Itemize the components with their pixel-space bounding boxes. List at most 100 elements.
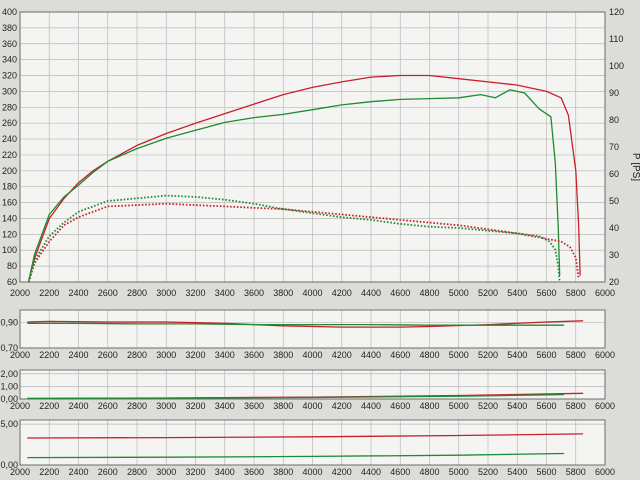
panel3-ytick-label: 0,00	[0, 460, 18, 470]
main-xtick-label: 5000	[449, 288, 469, 298]
panel1-xtick-label: 5000	[449, 350, 469, 360]
panel3-xtick-label: 2400	[68, 467, 88, 477]
main-xtick-label: 5200	[478, 288, 498, 298]
main-xtick-label: 3200	[185, 288, 205, 298]
main-series-0-red-solid	[28, 74, 581, 281]
main-y2tick-label: 30	[609, 250, 619, 260]
main-y2tick-label: 120	[609, 7, 624, 17]
panel3-series-1-green-solid	[27, 452, 565, 459]
main-y2tick-label: 50	[609, 196, 619, 206]
panel3-frame	[19, 419, 606, 466]
panel2-xtick-label: 5200	[478, 401, 498, 411]
panel2-xtick-label: 4800	[419, 401, 439, 411]
panel2-xtick-label: 5600	[536, 401, 556, 411]
panel3-ytick-label: 5,00	[0, 419, 18, 429]
panel1-xtick-label: 4600	[390, 350, 410, 360]
main-xtick-label: 4000	[302, 288, 322, 298]
panel1-ytick-label: 0,70	[0, 343, 18, 353]
panel2-ytick-label: 1,00	[0, 381, 18, 391]
panel3-xtick-label: 6000	[595, 467, 615, 477]
panel1-xtick-label: 2000	[10, 350, 30, 360]
main-frame	[19, 11, 606, 283]
panel3-xtick-label: 2200	[39, 467, 59, 477]
panel1-xtick-label: 2400	[68, 350, 88, 360]
main-xtick-label: 2200	[39, 288, 59, 298]
panel3-xtick-label: 2600	[98, 467, 118, 477]
main-y2tick-label: 110	[609, 34, 623, 44]
panel2-xtick-label: 4600	[390, 401, 410, 411]
panel1-xtick-label: 3400	[215, 350, 235, 360]
panel2-xtick-label: 3400	[215, 401, 235, 411]
panel1-xtick-label: 5600	[536, 350, 556, 360]
panel2-xtick-label: 2000	[10, 401, 30, 411]
panel3-series-0-red-solid	[27, 433, 584, 439]
panel2-xtick-label: 3200	[185, 401, 205, 411]
panel1-series-0-red-solid	[27, 320, 584, 328]
main-y2tick-label: 60	[609, 169, 619, 179]
panel2-ytick-label: 0,00	[0, 394, 18, 404]
main-xtick-label: 2400	[68, 288, 88, 298]
panel3-xtick-label: 4800	[419, 467, 439, 477]
panel3-xtick-label: 5200	[478, 467, 498, 477]
panel1-xtick-label: 2600	[98, 350, 118, 360]
main-xtick-label: 4200	[332, 288, 352, 298]
main-xtick-label: 2000	[10, 288, 30, 298]
main-ytick-label: 400	[2, 7, 17, 17]
panel3-xtick-label: 4200	[332, 467, 352, 477]
main-xtick-label: 3400	[215, 288, 235, 298]
panel3-xtick-label: 3200	[185, 467, 205, 477]
main-y2tick-label: 40	[609, 223, 619, 233]
panel2-xtick-label: 5800	[566, 401, 586, 411]
main-series-1-green-solid	[28, 89, 561, 281]
panel1-xtick-label: 3000	[156, 350, 176, 360]
main-ytick-label: 200	[2, 166, 17, 176]
panel3-xtick-label: 5600	[536, 467, 556, 477]
panel3-xtick-label: 4000	[302, 467, 322, 477]
main-y2tick-label: 90	[609, 88, 619, 98]
main-ytick-label: 60	[7, 277, 17, 287]
panel2-xtick-label: 3600	[244, 401, 264, 411]
panel1-xtick-label: 2800	[127, 350, 147, 360]
main-ytick-label: 240	[2, 134, 17, 144]
main-ytick-label: 280	[2, 102, 17, 112]
panel1-xtick-label: 3200	[185, 350, 205, 360]
panel1-xtick-label: 2200	[39, 350, 59, 360]
main-y2tick-label: 20	[609, 277, 619, 287]
panel1-xtick-label: 4000	[302, 350, 322, 360]
panel3-xtick-label: 3600	[244, 467, 264, 477]
panel2-xtick-label: 2600	[98, 401, 118, 411]
main-ytick-label: 180	[2, 182, 17, 192]
panel2-xtick-label: 5400	[507, 401, 527, 411]
panel2-xtick-label: 4200	[332, 401, 352, 411]
panel1-series-1-green-solid	[27, 322, 565, 326]
panel2-ytick-label: 2,00	[0, 369, 18, 379]
panel1-frame	[19, 309, 606, 349]
main-xtick-label: 4400	[361, 288, 381, 298]
main-ytick-label: 300	[2, 86, 17, 96]
main-xtick-label: 5600	[536, 288, 556, 298]
panel3-xtick-label: 3400	[215, 467, 235, 477]
main-xtick-label: 5400	[507, 288, 527, 298]
main-ytick-label: 140	[2, 213, 17, 223]
main-xtick-label: 5800	[566, 288, 586, 298]
panel3-xtick-label: 2800	[127, 467, 147, 477]
main-y2tick-label: 70	[609, 142, 619, 152]
main-ytick-label: 380	[2, 23, 17, 33]
main-xtick-label: 3000	[156, 288, 176, 298]
main-xtick-label: 4600	[390, 288, 410, 298]
panel1-xtick-label: 5200	[478, 350, 498, 360]
panel3-xtick-label: 3800	[273, 467, 293, 477]
panel2-xtick-label: 4000	[302, 401, 322, 411]
main-ytick-label: 120	[2, 229, 17, 239]
panel2-xtick-label: 2200	[39, 401, 59, 411]
main-ytick-label: 100	[2, 245, 17, 255]
panel2-xtick-label: 2400	[68, 401, 88, 411]
panel2-xtick-label: 2800	[127, 401, 147, 411]
main-xtick-label: 2600	[98, 288, 118, 298]
panel2-xtick-label: 3000	[156, 401, 176, 411]
panel1-xtick-label: 4400	[361, 350, 381, 360]
panel2-xtick-label: 4400	[361, 401, 381, 411]
panel1-xtick-label: 3600	[244, 350, 264, 360]
main-ytick-label: 220	[2, 150, 17, 160]
